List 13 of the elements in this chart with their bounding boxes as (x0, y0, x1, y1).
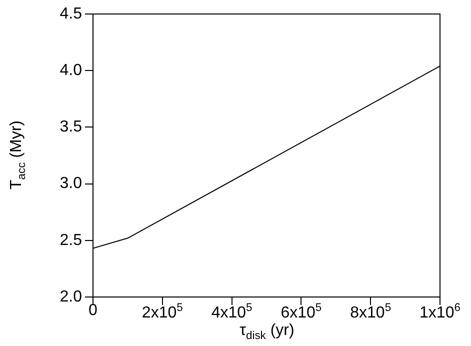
y-tick-label: 3.5 (60, 118, 82, 136)
x-tick-label: 6x10$^{5}$ (280, 302, 322, 322)
y-tick-label: 4.0 (60, 62, 82, 80)
y-tick-label: 2.5 (60, 232, 82, 249)
x-tick-label: 2x10$^{5}$ (142, 302, 183, 322)
x-tick-label: 0 (88, 302, 98, 320)
x-tick-label: 1x10$^{6}$ (420, 302, 460, 322)
x-tick-label: 8x10$^{5}$ (350, 302, 392, 322)
y-tick-label: 3.0 (60, 175, 82, 192)
y-tick-label: 2.0 (60, 288, 82, 306)
x-tick-label: 4x10$^{5}$ (211, 302, 252, 322)
y-tick-label: 4.5 (60, 5, 82, 22)
x-axis-title: τ$_{disk}$ (yr) (240, 322, 294, 342)
